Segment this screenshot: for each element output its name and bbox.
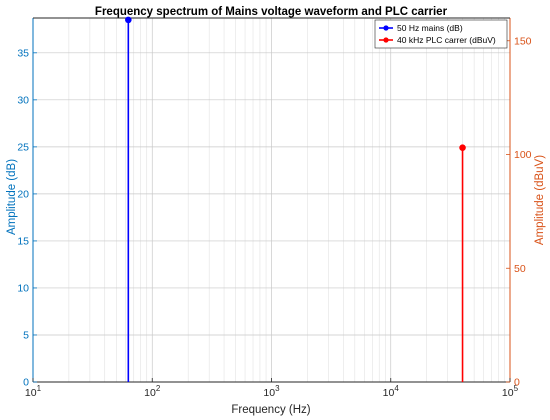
left-y-tick-label: 10 <box>17 282 29 294</box>
stem-marker-series-1 <box>459 144 466 151</box>
x-tick-label: 101 <box>25 384 42 399</box>
x-tick-label-exponent: 5 <box>514 384 519 393</box>
x-tick-label-exponent: 3 <box>275 384 280 393</box>
right-y-tick-label: 0 <box>514 377 520 389</box>
chart-title: Frequency spectrum of Mains voltage wave… <box>95 6 448 18</box>
legend-entry-label: 40 kHz PLC carrer (dBuV) <box>397 35 496 45</box>
x-tick-label-base: 10 <box>25 387 37 399</box>
right-y-tick-label: 150 <box>514 35 532 47</box>
x-tick-label-exponent: 1 <box>37 384 42 393</box>
legend-box <box>374 19 508 49</box>
x-tick-label: 104 <box>383 384 400 399</box>
x-tick-label-base: 10 <box>144 387 156 399</box>
x-tick-label-exponent: 4 <box>394 384 399 393</box>
stem-marker-series-0 <box>125 16 132 24</box>
legend-entry-label: 50 Hz mains (dB) <box>397 23 463 33</box>
left-y-tick-label: 20 <box>17 188 29 200</box>
x-tick-label: 103 <box>263 384 280 399</box>
x-tick-label-base: 10 <box>502 387 514 399</box>
legend-swatch-marker <box>383 37 389 43</box>
right-y-tick-label: 50 <box>514 263 526 275</box>
left-y-tick-label: 15 <box>17 235 29 247</box>
labels: Frequency spectrum of Mains voltage wave… <box>6 6 546 416</box>
left-y-tick-label: 30 <box>17 94 29 106</box>
right-y-tick-label: 100 <box>514 149 532 161</box>
left-y-tick-label: 35 <box>17 47 29 59</box>
legend-swatch-marker <box>383 25 389 31</box>
legend: 50 Hz mains (dB) 40 kHz PLC carrer (dBuV) <box>374 19 508 49</box>
x-tick-label-exponent: 2 <box>156 384 161 393</box>
x-tick-label: 105 <box>502 384 519 399</box>
left-y-tick-label: 5 <box>23 329 29 341</box>
left-y-tick-label: 0 <box>23 377 29 389</box>
x-axis-label: Frequency (Hz) <box>231 404 310 416</box>
left-y-tick-label: 25 <box>17 141 29 153</box>
left-axis-label: Amplitude (dB) <box>6 159 18 235</box>
right-axis-label: Amplitude (dBuV) <box>534 155 546 245</box>
series <box>125 16 466 382</box>
x-tick-label-base: 10 <box>263 387 275 399</box>
x-tick-label-base: 10 <box>383 387 395 399</box>
x-tick-label: 102 <box>144 384 161 399</box>
